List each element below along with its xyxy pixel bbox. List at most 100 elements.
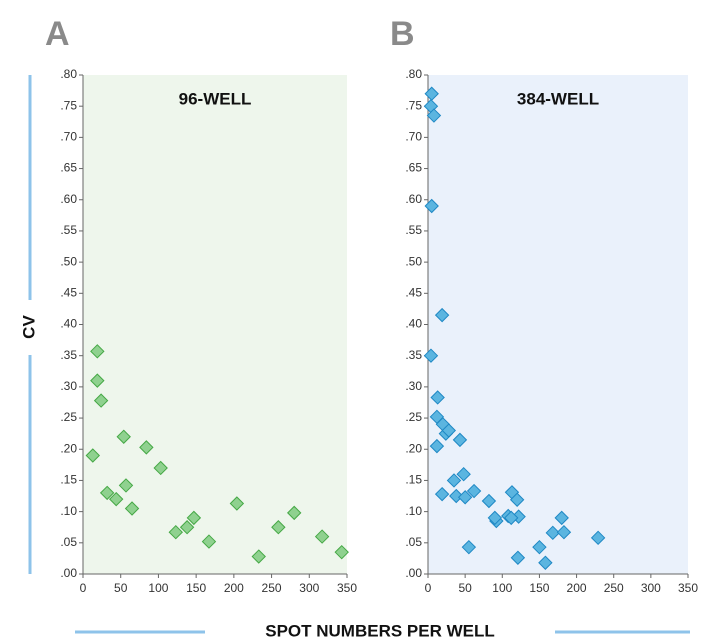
scatter-point (503, 510, 519, 526)
y-tick-label: .40 (60, 317, 77, 331)
scatter-point (314, 529, 330, 544)
y-tick-label: .70 (60, 130, 77, 144)
scatter-point (554, 510, 569, 526)
x-tick-label: 50 (114, 581, 128, 595)
panel-title: 96-WELL (179, 89, 252, 108)
x-tick-label: 100 (492, 581, 512, 595)
y-tick-label: .40 (405, 317, 422, 331)
x-tick-label: 300 (299, 581, 319, 595)
y-tick-label: .15 (60, 473, 77, 487)
panel-title: 384-WELL (517, 89, 599, 108)
scatter-point (286, 505, 302, 521)
x-tick-label: 350 (678, 581, 698, 595)
x-tick-label: 50 (458, 581, 472, 595)
y-tick-label: .60 (60, 192, 77, 206)
y-tick-label: .45 (405, 285, 422, 299)
y-tick-label: .65 (405, 161, 422, 175)
scatter-point (153, 460, 168, 476)
scatter-point (424, 198, 439, 214)
scatter-point (90, 373, 105, 388)
y-tick-label: .50 (405, 254, 422, 268)
scatter-point (179, 520, 195, 535)
scatter-point (532, 539, 547, 555)
y-tick-label: .75 (60, 98, 77, 112)
scatter-point (334, 544, 349, 560)
panel-letter: B (390, 15, 415, 53)
x-tick-label: 250 (262, 581, 282, 595)
scatter-point (93, 393, 109, 408)
y-tick-label: .15 (405, 473, 422, 487)
scatter-point (426, 108, 442, 123)
scatter-point (124, 501, 140, 516)
scatter-point (481, 493, 497, 509)
y-tick-label: .10 (60, 504, 77, 518)
y-tick-label: .60 (405, 192, 422, 206)
y-tick-label: .45 (60, 285, 77, 299)
scatter-point (510, 550, 526, 565)
scatter-point (186, 510, 202, 526)
y-tick-label: .20 (60, 441, 77, 455)
y-tick-label: .50 (60, 254, 77, 268)
x-tick-label: 250 (604, 581, 624, 595)
y-tick-label: .80 (60, 67, 77, 81)
y-tick-label: .30 (60, 379, 77, 393)
scatter-point (434, 307, 450, 323)
scatter-point (456, 466, 471, 482)
x-tick-label: 200 (224, 581, 244, 595)
scatter-point (452, 432, 468, 448)
y-tick-label: .55 (60, 223, 77, 237)
y-axis-label: CV (19, 315, 38, 339)
y-tick-label: .10 (405, 504, 422, 518)
y-tick-label: .35 (405, 348, 422, 362)
scatter-point (168, 525, 183, 540)
scatter-point (229, 496, 245, 511)
scatter-point (90, 344, 105, 359)
x-tick-label: 100 (148, 581, 168, 595)
scatter-point (538, 555, 553, 570)
y-tick-label: .80 (405, 67, 422, 81)
scatter-point (201, 534, 217, 549)
scatter-point (556, 525, 572, 540)
scatter-point (85, 448, 101, 463)
y-tick-label: .70 (405, 130, 422, 144)
x-tick-label: 150 (186, 581, 206, 595)
y-tick-label: .75 (405, 98, 422, 112)
scatter-point (118, 478, 134, 493)
scatter-point (466, 483, 482, 499)
scatter-point (434, 486, 450, 502)
y-tick-label: .35 (60, 348, 77, 362)
scatter-point (139, 440, 154, 455)
y-tick-label: .65 (60, 161, 77, 175)
scatter-point (590, 530, 606, 546)
y-tick-label: .30 (405, 379, 422, 393)
scatter-point (457, 490, 473, 505)
y-tick-label: .05 (60, 535, 77, 549)
y-tick-label: .20 (405, 441, 422, 455)
scatter-point (441, 423, 457, 438)
x-tick-label: 300 (641, 581, 661, 595)
scatter-point (99, 485, 115, 501)
scatter-point (446, 473, 462, 488)
x-tick-label: 150 (529, 581, 549, 595)
scatter-point (116, 429, 131, 444)
x-tick-label: 0 (80, 581, 87, 595)
x-axis-label: SPOT NUMBERS PER WELL (265, 621, 495, 640)
y-tick-label: .25 (405, 410, 422, 424)
y-tick-label: .55 (405, 223, 422, 237)
scatter-point (487, 510, 503, 526)
scatter-point (429, 438, 445, 454)
scatter-point (545, 525, 561, 541)
y-tick-label: .00 (60, 566, 77, 580)
scatter-point (449, 488, 464, 504)
scatter-point (423, 348, 439, 363)
panel-letter: A (45, 15, 70, 53)
x-tick-label: 350 (337, 581, 357, 595)
x-tick-label: 0 (425, 581, 432, 595)
scatter-point (271, 520, 286, 535)
y-tick-label: .00 (405, 566, 422, 580)
scatter-point (509, 492, 525, 507)
scatter-point (430, 390, 445, 405)
y-tick-label: .05 (405, 535, 422, 549)
scatter-point (108, 491, 124, 507)
